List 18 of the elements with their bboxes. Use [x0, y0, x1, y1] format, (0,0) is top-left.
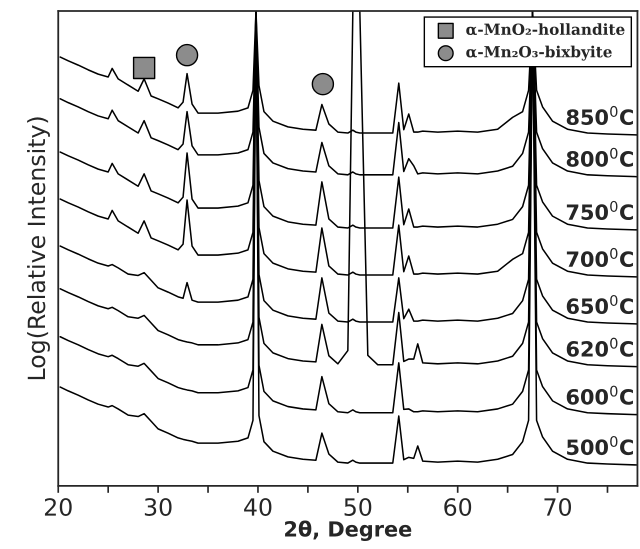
series-label: 700$^{0}$C — [566, 248, 633, 268]
x-tick-label: 40 — [244, 498, 272, 516]
series-label: 500$^{0}$C — [567, 436, 633, 456]
x-tick-label: 70 — [544, 498, 572, 516]
series-label: 750$^{0}$C — [566, 200, 633, 220]
series-label: 650$^{0}$C — [566, 294, 633, 314]
x-tick-label: 20 — [44, 498, 72, 516]
legend-label: α-Mn₂O₃-bixbyite — [466, 46, 612, 61]
series-label: 600$^{0}$C — [566, 386, 633, 405]
x-axis-title: 2θ, Degree — [285, 520, 412, 542]
legend-label: α-MnO₂-hollandite — [466, 23, 625, 36]
x-tick-label: 50 — [344, 498, 372, 516]
series-label: 800$^{0}$C — [566, 148, 633, 167]
series-label: 850$^{0}$C — [566, 106, 633, 126]
y-axis-title: Log(Relative Intensity) — [27, 117, 50, 380]
x-tick-label: 30 — [144, 498, 172, 516]
series-label: 620$^{0}$C — [566, 338, 633, 357]
x-tick-label: 60 — [444, 498, 472, 516]
